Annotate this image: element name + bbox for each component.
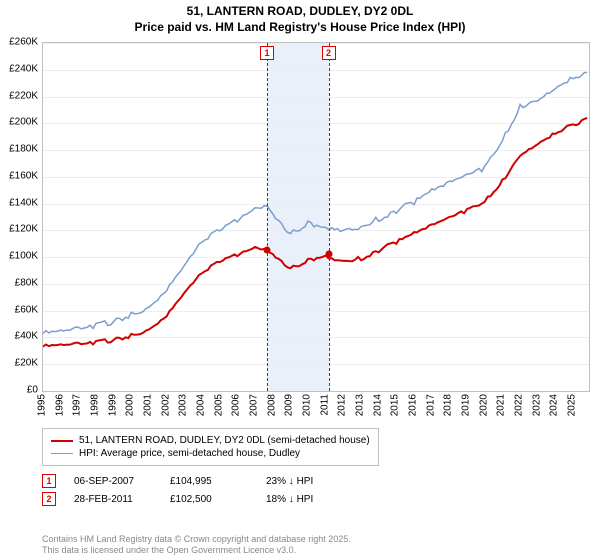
sale-marker-box: 2 [42,492,56,506]
x-axis-label: 2007 [249,394,260,416]
x-axis-label: 2019 [461,394,472,416]
footer-line-1: Contains HM Land Registry data © Crown c… [42,534,351,545]
x-axis-label: 2009 [284,394,295,416]
x-axis-label: 2023 [531,394,542,416]
sale-row: 2 28-FEB-2011 £102,500 18% ↓ HPI [42,492,344,506]
x-axis-label: 1999 [107,394,118,416]
legend-label: 51, LANTERN ROAD, DUDLEY, DY2 0DL (semi-… [79,435,370,446]
x-axis-label: 2024 [549,394,560,416]
sale-date: 28-FEB-2011 [74,494,152,505]
y-axis-label: £200K [9,117,38,128]
sale-hpi-relative: 23% ↓ HPI [266,476,344,487]
sales-table: 1 06-SEP-2007 £104,995 23% ↓ HPI 2 28-FEB-201… [42,470,344,506]
x-axis-label: 2001 [143,394,154,416]
marker-vline [267,43,268,391]
title-line-1: 51, LANTERN ROAD, DUDLEY, DY2 0DL [0,4,600,20]
x-axis-label: 2010 [302,394,313,416]
x-axis-label: 2003 [178,394,189,416]
x-axis-label: 2022 [514,394,525,416]
y-axis-label: £40K [15,331,38,342]
x-axis-label: 1998 [90,394,101,416]
y-axis-label: £240K [9,63,38,74]
chart-plot-area [42,42,590,392]
y-axis-label: £180K [9,144,38,155]
legend-item: HPI: Average price, semi-detached house,… [51,448,370,459]
sale-date: 06-SEP-2007 [74,476,152,487]
sale-price: £102,500 [170,494,248,505]
y-axis-label: £260K [9,37,38,48]
footer-line-2: This data is licensed under the Open Gov… [42,545,351,556]
legend-swatch [51,453,73,454]
footer-attribution: Contains HM Land Registry data © Crown c… [42,534,351,557]
legend-item: 51, LANTERN ROAD, DUDLEY, DY2 0DL (semi-… [51,435,370,446]
x-axis-label: 2012 [337,394,348,416]
x-axis-label: 2015 [390,394,401,416]
x-axis-label: 2014 [372,394,383,416]
chart-lines-svg [43,43,589,391]
marker-dot [264,247,271,254]
marker-dot [325,250,332,257]
x-axis-label: 2006 [231,394,242,416]
x-axis-label: 2016 [408,394,419,416]
x-axis-label: 1995 [37,394,48,416]
legend-label: HPI: Average price, semi-detached house,… [79,448,300,459]
x-axis-label: 2020 [478,394,489,416]
y-axis-label: £220K [9,90,38,101]
x-axis-label: 2008 [266,394,277,416]
chart-title: 51, LANTERN ROAD, DUDLEY, DY2 0DL Price … [0,0,600,35]
legend-box: 51, LANTERN ROAD, DUDLEY, DY2 0DL (semi-… [42,428,379,466]
x-axis-label: 2004 [196,394,207,416]
x-axis-label: 2002 [160,394,171,416]
x-axis-label: 2005 [213,394,224,416]
legend-swatch [51,440,73,442]
y-axis-label: £120K [9,224,38,235]
y-axis-label: £20K [15,358,38,369]
sale-marker-box: 1 [42,474,56,488]
y-axis-label: £140K [9,197,38,208]
sale-price: £104,995 [170,476,248,487]
y-axis-label: £160K [9,170,38,181]
series-line-price_paid [43,118,587,347]
y-axis-label: £80K [15,277,38,288]
sale-hpi-relative: 18% ↓ HPI [266,494,344,505]
y-axis-label: £100K [9,251,38,262]
title-line-2: Price paid vs. HM Land Registry's House … [0,20,600,36]
x-axis-label: 1997 [72,394,83,416]
x-axis-label: 1996 [54,394,65,416]
x-axis-label: 2013 [355,394,366,416]
x-axis-label: 2018 [443,394,454,416]
marker-vline [329,43,330,391]
x-axis-label: 2025 [567,394,578,416]
x-axis-label: 2021 [496,394,507,416]
sale-row: 1 06-SEP-2007 £104,995 23% ↓ HPI [42,474,344,488]
x-axis-label: 2011 [319,394,330,416]
marker-label-box: 2 [322,46,336,60]
marker-label-box: 1 [260,46,274,60]
x-axis-label: 2017 [425,394,436,416]
y-axis-label: £60K [15,304,38,315]
series-line-hpi [43,72,587,333]
x-axis-label: 2000 [125,394,136,416]
